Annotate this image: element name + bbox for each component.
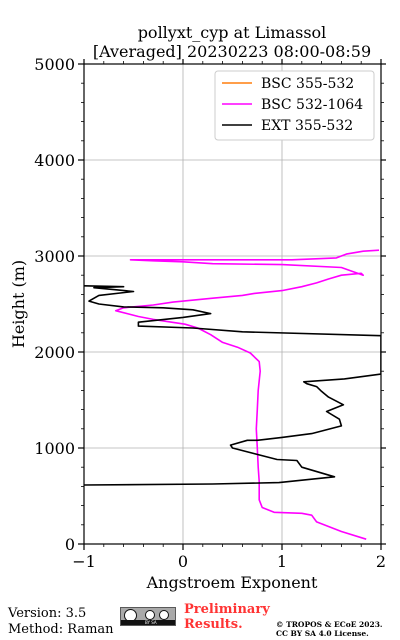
x-tick-label-1: 0	[178, 552, 188, 571]
x-tick-label-2: 1	[277, 552, 287, 571]
by-icon	[145, 610, 155, 620]
chart-title-line2: [Averaged] 20230223 08:00-08:59	[93, 42, 371, 61]
legend: BSC 355-532 BSC 532-1064 EXT 355-532	[214, 70, 375, 141]
y-tick-label-4: 4000	[34, 151, 75, 170]
series-layer	[84, 249, 381, 540]
preliminary-line1: Preliminary	[184, 602, 270, 617]
legend-box	[214, 70, 375, 141]
legend-label-bsc-355-532: BSC 355-532	[261, 76, 354, 92]
version-info: Version: 3.5 Method: Raman	[8, 606, 114, 638]
preliminary-line2: Results.	[184, 617, 243, 632]
sa-icon	[159, 610, 169, 620]
version-text: Version: 3.5	[8, 606, 87, 621]
legend-label-ext-355-532: EXT 355-532	[261, 118, 353, 134]
cc-badge-bottom	[121, 620, 175, 625]
cc-license-badge: BY SA	[120, 607, 176, 626]
series-line-ext-355-532	[84, 285, 381, 486]
y-axis-label: Height (m)	[9, 260, 28, 348]
y-tick-label-3: 3000	[34, 247, 75, 266]
y-tick-label-0: 0	[65, 535, 75, 554]
preliminary-note: Preliminary Results.	[184, 602, 270, 632]
y-tick-label-1: 1000	[34, 439, 75, 458]
series-line-bsc-532-1064	[114, 249, 380, 540]
x-tick-label-3: 2	[376, 552, 386, 571]
y-tick-label-2: 2000	[34, 343, 75, 362]
legend-label-bsc-532-1064: BSC 532-1064	[261, 97, 363, 113]
plot-frame	[83, 63, 382, 545]
cc-badge-text: BY SA	[145, 620, 157, 625]
method-text: Method: Raman	[8, 622, 114, 637]
x-tick-label-0: −1	[72, 552, 96, 571]
license-text: CC BY SA 4.0 License.	[276, 629, 369, 638]
x-axis-label: Angstroem Exponent	[146, 573, 318, 592]
y-tick-label-5: 5000	[34, 55, 75, 74]
license-note: © TROPOS & ECoE 2023. CC BY SA 4.0 Licen…	[276, 620, 383, 638]
chart-title-line1: pollyxt_cyp at Limassol	[138, 23, 327, 42]
copyright-text: © TROPOS & ECoE 2023.	[276, 620, 383, 629]
